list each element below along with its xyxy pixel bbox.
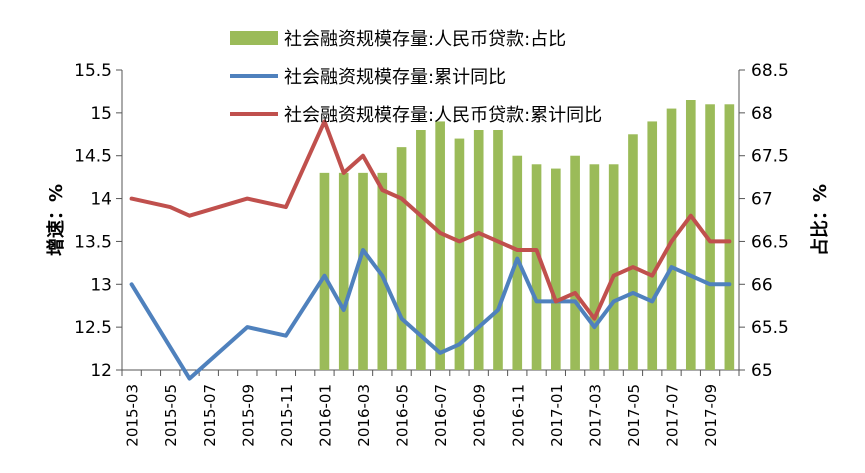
y-left-tick-label: 14.5 [74, 147, 112, 167]
bar [628, 134, 638, 370]
bar [473, 130, 484, 370]
x-tick-label: 2017-05 [625, 384, 643, 447]
x-tick-label: 2017-07 [664, 384, 682, 447]
bar [319, 172, 330, 370]
y-right-tick-label: 67.5 [751, 147, 789, 167]
bar [608, 164, 619, 370]
bar [685, 100, 696, 370]
y-left-tick-label: 15 [90, 104, 112, 124]
x-tick-label: 2016-01 [316, 384, 334, 447]
x-tick-label: 2015-11 [278, 384, 296, 447]
bar [396, 147, 407, 370]
series-line-social-financing [129, 248, 732, 381]
y-left-tick-label: 12.5 [74, 318, 112, 338]
x-tick-label: 2015-09 [239, 384, 257, 447]
legend-swatch-bar [230, 31, 278, 45]
bar [435, 121, 445, 370]
x-tick-label: 2015-03 [124, 384, 142, 447]
x-tick-label: 2016-07 [432, 384, 450, 447]
y-right-axis-title: 占比：% [809, 184, 831, 256]
x-tick-label: 2017-09 [702, 384, 720, 447]
bar [724, 104, 735, 371]
legend-label: 社会融资规模存量:人民币贷款:占比 [284, 29, 566, 50]
y-right-tick-label: 66 [751, 275, 773, 295]
x-tick-label: 2016-03 [355, 384, 373, 447]
bar [551, 168, 561, 370]
bar [358, 172, 368, 370]
bar [454, 138, 465, 370]
x-tick-label: 2016-11 [509, 384, 527, 447]
y-right-tick-label: 68.5 [751, 61, 789, 81]
legend-label: 社会融资规模存量:人民币贷款:累计同比 [284, 105, 602, 126]
y-right-tick-label: 67 [751, 190, 773, 210]
x-tick-label: 2016-05 [394, 384, 412, 447]
bar [416, 130, 426, 370]
x-tick-label: 2016-09 [471, 384, 489, 447]
y-right-tick-label: 66.5 [751, 232, 789, 252]
bar [338, 172, 349, 370]
y-left-tick-label: 12 [90, 361, 112, 381]
series-line-rmb-loans [129, 119, 732, 321]
x-tick-label: 2017-03 [586, 384, 604, 447]
y-left-tick-label: 15.5 [74, 61, 112, 81]
bar [589, 164, 600, 370]
bar [705, 104, 715, 371]
legend-label: 社会融资规模存量:累计同比 [284, 67, 506, 88]
x-tick-label: 2015-07 [201, 384, 219, 447]
y-left-tick-label: 14 [90, 190, 112, 210]
y-right-tick-label: 68 [751, 104, 773, 124]
x-tick-label: 2017-01 [548, 384, 566, 447]
bar [647, 121, 658, 370]
bar [531, 164, 542, 370]
x-tick-label: 2015-05 [162, 384, 180, 447]
y-left-tick-label: 13 [90, 275, 112, 295]
bar [493, 130, 503, 370]
y-left-tick-label: 13.5 [74, 232, 112, 252]
bar [570, 155, 580, 370]
y-right-tick-label: 65.5 [751, 318, 789, 338]
y-left-axis-title: 增速：% [45, 184, 67, 256]
bar [377, 172, 388, 370]
y-right-tick-label: 65 [751, 361, 773, 381]
